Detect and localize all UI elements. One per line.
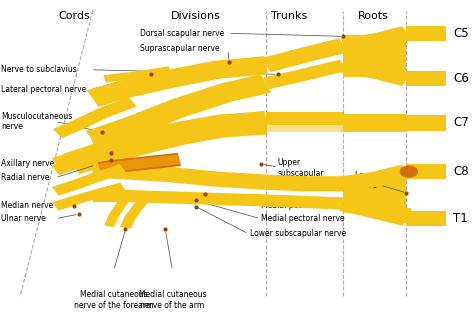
Polygon shape — [52, 182, 126, 211]
Text: Medial cutaneous
nerve of the forearm: Medial cutaneous nerve of the forearm — [74, 290, 154, 310]
Polygon shape — [263, 60, 346, 89]
Polygon shape — [402, 208, 411, 223]
Text: Median nerve: Median nerve — [1, 201, 54, 210]
Text: Lower subscapular nerve: Lower subscapular nerve — [250, 230, 346, 238]
Polygon shape — [64, 111, 268, 174]
Polygon shape — [266, 112, 343, 125]
Polygon shape — [52, 144, 122, 175]
Text: Divisions: Divisions — [171, 10, 221, 20]
Polygon shape — [407, 26, 447, 41]
Polygon shape — [120, 194, 152, 229]
Polygon shape — [262, 38, 347, 72]
Polygon shape — [341, 26, 410, 53]
Text: Cords: Cords — [58, 10, 90, 20]
Text: C7: C7 — [453, 116, 469, 129]
Polygon shape — [52, 140, 121, 167]
Text: Ulnar nerve: Ulnar nerve — [1, 214, 46, 223]
Text: C6: C6 — [453, 73, 469, 85]
Text: Dorsal scapular nerve: Dorsal scapular nerve — [139, 29, 224, 38]
Polygon shape — [52, 164, 127, 196]
Text: T1: T1 — [453, 212, 468, 225]
Polygon shape — [407, 71, 447, 86]
Polygon shape — [343, 114, 407, 132]
Text: Upper
subscapular
nerve: Upper subscapular nerve — [278, 158, 324, 188]
Polygon shape — [265, 175, 343, 191]
Text: Trunks: Trunks — [271, 10, 308, 20]
Text: Lateral pectoral nerve: Lateral pectoral nerve — [1, 85, 87, 94]
Circle shape — [401, 166, 417, 177]
Polygon shape — [98, 154, 181, 173]
Polygon shape — [265, 194, 344, 209]
Polygon shape — [266, 123, 343, 133]
Polygon shape — [341, 165, 410, 191]
Polygon shape — [407, 115, 447, 131]
Text: Radial nerve: Radial nerve — [1, 173, 50, 182]
Polygon shape — [53, 97, 137, 138]
Text: Medial pectoral nerve: Medial pectoral nerve — [261, 214, 345, 223]
Polygon shape — [343, 35, 407, 77]
Polygon shape — [340, 58, 410, 86]
Polygon shape — [93, 190, 266, 207]
Text: C8: C8 — [453, 165, 469, 178]
Polygon shape — [90, 111, 268, 150]
Polygon shape — [407, 164, 447, 179]
Text: C5: C5 — [453, 27, 469, 40]
Text: Suprascapular nerve: Suprascapular nerve — [139, 44, 219, 53]
Polygon shape — [104, 194, 132, 227]
Polygon shape — [87, 56, 268, 107]
Text: Medial cutaneous
nerve of the arm: Medial cutaneous nerve of the arm — [138, 290, 206, 310]
Polygon shape — [339, 196, 410, 226]
Text: Nerve to subclavius: Nerve to subclavius — [1, 65, 77, 74]
Text: Medial pectoral nerve: Medial pectoral nerve — [261, 201, 345, 209]
Text: Musculocutaneous
nerve: Musculocutaneous nerve — [1, 112, 73, 131]
Polygon shape — [92, 162, 267, 190]
Polygon shape — [86, 74, 271, 148]
Polygon shape — [407, 211, 447, 226]
Polygon shape — [98, 153, 181, 175]
Polygon shape — [343, 176, 407, 213]
Text: Axillary nerve: Axillary nerve — [1, 159, 55, 168]
Text: Roots: Roots — [358, 10, 389, 20]
Text: Long thoracic
nerve: Long thoracic nerve — [355, 171, 407, 190]
Polygon shape — [103, 66, 171, 83]
